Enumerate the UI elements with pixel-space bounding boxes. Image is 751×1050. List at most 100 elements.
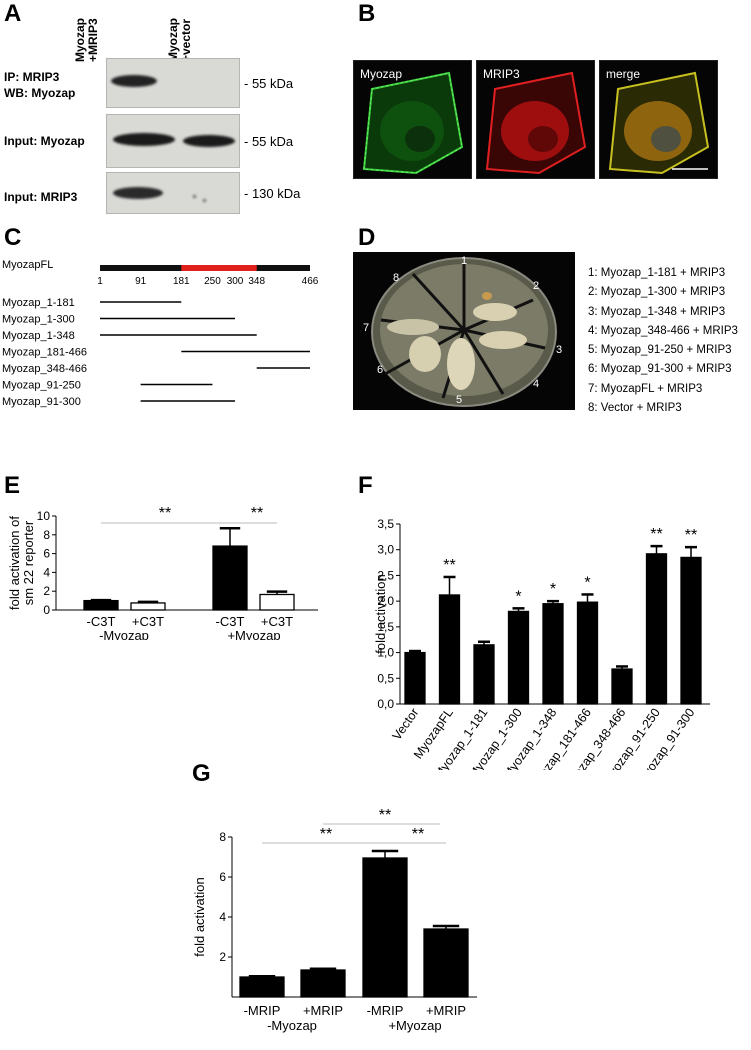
chart-f: 0,0 0,5 1,0 1,5 2,0 2,5 3,0 3,5 fold activation V… <box>373 517 710 770</box>
y-tick-label: 2,0 <box>377 594 394 608</box>
y-tick-label: 6 <box>43 547 50 561</box>
sector-8: 8 <box>393 272 400 284</box>
domain-map-diagram: MyozapFL 1 91 181 250 300 348 466 Myozap_1-181… <box>2 259 319 408</box>
x-group-label: +Myozap <box>227 628 280 640</box>
construct-label: Myozap_348-466 <box>2 363 87 375</box>
significance-marker: ** <box>320 826 332 843</box>
y-tick-label: 3,0 <box>377 543 394 557</box>
domain-tick-label: 300 <box>227 276 244 287</box>
western-column-header-2: Myozap +vector <box>166 6 233 62</box>
y-tick-label: 0 <box>43 603 50 617</box>
significance-marker: * <box>584 574 590 591</box>
bar <box>576 601 599 705</box>
bar <box>645 553 668 705</box>
y-axis-label: fold activation of <box>7 516 22 610</box>
micrograph-myozap: Myozap <box>353 60 472 179</box>
legend-item-7: 7: MyozapFL + MRIP3 <box>588 382 703 395</box>
bar <box>438 594 461 705</box>
y-tick-label: 4 <box>219 910 226 924</box>
myozapfl-red-domain <box>181 265 257 271</box>
blot2-label: Input: Myozap <box>4 134 85 148</box>
bar <box>507 610 530 705</box>
y-tick-label: 0,5 <box>377 671 394 685</box>
bar <box>362 857 408 998</box>
domain-tick-label: 250 <box>204 276 221 287</box>
merge-image-label: merge <box>606 67 641 81</box>
chart-e: 0 2 4 6 8 10 fold activation of sm 22 reporter -… <box>7 505 318 640</box>
myozap-cell-image <box>362 71 464 175</box>
panel-letter-c: C <box>4 224 22 251</box>
western-column-header-1: Myozap +MRIP3 <box>73 6 140 62</box>
panel-letter-f: F <box>358 472 373 499</box>
x-category-label: Vector <box>390 706 422 743</box>
sector-3: 3 <box>556 344 563 356</box>
significance-marker: ** <box>650 526 662 543</box>
legend-item-3: 3: Myozap_1-348 + MRIP3 <box>588 305 726 318</box>
myozapfl-label: MyozapFL <box>2 259 53 271</box>
x-category-label: +MRIP <box>426 1003 466 1018</box>
y-tick-label: 8 <box>219 830 226 844</box>
y-tick-label: 1,0 <box>377 646 394 660</box>
bar <box>259 593 295 611</box>
mrip3-cell-image <box>485 71 587 175</box>
significance-marker: ** <box>412 826 424 843</box>
mrip3-image-label: MRIP3 <box>483 67 520 81</box>
myozap-image-label: Myozap <box>360 67 403 81</box>
bar <box>300 969 346 998</box>
y-axis-label: fold activation <box>373 574 388 654</box>
legend-item-2: 2: Myozap_1-300 + MRIP3 <box>588 286 726 299</box>
legend-item-6: 6: Myozap_91-300 + MRIP3 <box>588 363 732 376</box>
sector-7: 7 <box>363 322 370 334</box>
significance-marker: ** <box>685 527 697 544</box>
sector-1: 1 <box>461 255 468 267</box>
bar <box>680 556 702 705</box>
y-tick-label: 2 <box>219 950 226 964</box>
sector-6: 6 <box>377 364 384 376</box>
legend-item-4: 4: Myozap_348-466 + MRIP3 <box>588 324 738 337</box>
x-category-label: -C3T <box>87 614 116 629</box>
construct-label: Myozap_91-250 <box>2 380 81 392</box>
legend-item-5: 5: Myozap_91-250 + MRIP3 <box>588 344 732 357</box>
panel-letter-d: D <box>358 224 376 251</box>
x-category-label: +C3T <box>261 614 293 629</box>
construct-label: Myozap_181-466 <box>2 347 87 359</box>
legend-item-8: 8: Vector + MRIP3 <box>588 402 682 415</box>
y-tick-label: 2 <box>43 584 50 598</box>
construct-label: Myozap_1-348 <box>2 330 75 342</box>
x-group-label: -Myozap <box>99 628 149 640</box>
bar <box>130 602 166 611</box>
sector-5: 5 <box>456 394 463 406</box>
blot1-marker: - 55 kDa <box>244 76 294 91</box>
construct-label: Myozap_1-300 <box>2 314 75 326</box>
significance-marker: ** <box>251 505 263 522</box>
yeast-plate-photo: 1 2 3 4 5 6 7 8 <box>353 252 575 410</box>
plate-svg <box>371 257 557 407</box>
blot3-label: Input: MRIP3 <box>4 190 78 204</box>
blot3-marker: - 130 kDa <box>244 186 301 201</box>
merge-cell-image <box>608 71 710 175</box>
bar <box>611 668 633 705</box>
bar <box>212 545 248 611</box>
x-group-label: -Myozap <box>267 1018 317 1033</box>
construct-label: Myozap_1-181 <box>2 297 75 309</box>
significance-marker: * <box>515 588 521 605</box>
domain-tick-label: 466 <box>302 276 319 287</box>
y-tick-label: 10 <box>37 509 51 523</box>
significance-marker: ** <box>159 505 171 522</box>
col2-line2: +vector <box>179 18 193 62</box>
plate-legend: 1: Myozap_1-181 + MRIP3 2: Myozap_1-300 … <box>588 264 738 418</box>
domain-tick-label: 181 <box>173 276 190 287</box>
blot1-label1: IP: MRIP3 <box>4 70 60 84</box>
x-category-label: +C3T <box>132 614 164 629</box>
bar <box>404 651 426 705</box>
x-category-label: -MRIP <box>367 1003 404 1018</box>
x-category-label: -C3T <box>216 614 245 629</box>
western-blot-ip <box>106 58 240 108</box>
significance-marker: ** <box>379 807 391 824</box>
y-tick-label: 4 <box>43 565 50 579</box>
western-blot-input-mrip3 <box>106 172 240 214</box>
bar <box>83 599 119 611</box>
domain-tick-label: 1 <box>97 276 103 287</box>
y-tick-label: 6 <box>219 870 226 884</box>
